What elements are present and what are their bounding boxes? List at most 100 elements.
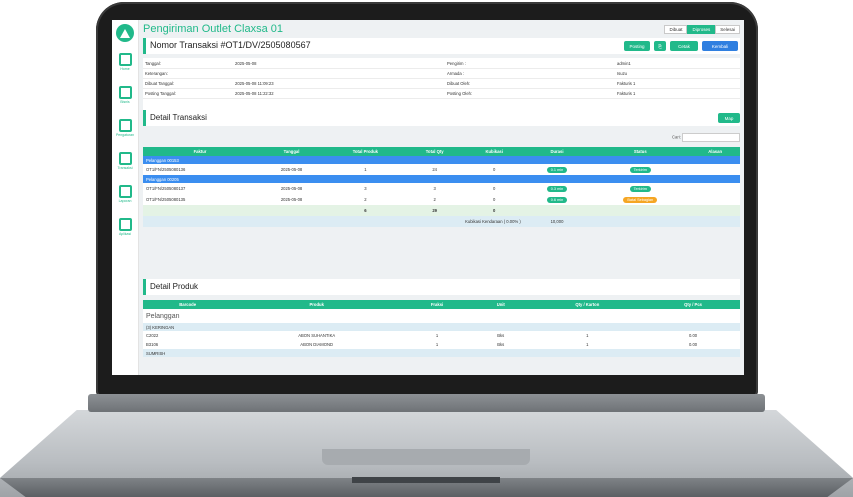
cell-total_qty: 2 — [433, 197, 436, 202]
search-input[interactable] — [682, 133, 740, 142]
cell-unit: Bks — [497, 333, 505, 338]
column-header[interactable]: Qty / Pcs — [646, 300, 740, 309]
sidebar-item-laporan[interactable]: Laporan — [112, 185, 138, 203]
info-label: Posting Tanggal: — [145, 91, 176, 96]
table-row[interactable]: OT1/FN/2505080137 2025-05-08 3 3 0 0.3 min Ter… — [143, 183, 740, 194]
cell-produk: ABON DIAMOND — [300, 342, 334, 347]
cell-faktur: OT1/FN/2505080137 — [146, 186, 186, 191]
cell-total_qty: 3 — [433, 186, 436, 191]
status-tab-diproses[interactable]: Diproses — [687, 25, 716, 34]
column-header[interactable]: Tanggal — [257, 147, 327, 156]
cell-durasi: 0.6 min — [524, 194, 591, 205]
category-row: (3) KERINGAN — [143, 323, 740, 331]
cell-unit: Bks — [497, 342, 505, 347]
cell-kubikasi: 0 — [493, 186, 496, 191]
total-kubikasi: 0 — [464, 205, 524, 216]
app-logo[interactable] — [116, 24, 134, 42]
cell-produk: ABON SUHANTIKA — [298, 333, 336, 338]
info-label: Dibuat Tanggal: — [145, 81, 175, 86]
table-row[interactable]: B3106 ABON DIAMOND 1 Bks 1 0.00 — [143, 340, 740, 349]
info-row: Keterangan: Armada : Isuzu — [143, 68, 740, 79]
column-header[interactable]: Produk — [232, 300, 402, 309]
category-label: (3) KERINGAN — [143, 323, 740, 331]
sidebar-item-transaksi[interactable]: Transaksi — [112, 152, 138, 170]
cell-status: Terkirim — [590, 164, 690, 175]
kubikasi-spacer — [590, 216, 740, 227]
transaction-header: Nomor Transaksi #OT1/DV/2505080567 Posti… — [143, 38, 740, 54]
search-area: Cari: — [672, 133, 740, 142]
cell-total_produk: 3 — [364, 186, 367, 191]
info-row: Dibuat Tanggal: 2025-05-08 11:09:23 Dibuat… — [143, 78, 740, 89]
cell-durasi: 0.1 min — [524, 164, 591, 175]
mobile-icon — [118, 218, 132, 231]
column-header[interactable]: Total Produk — [326, 147, 405, 156]
info-value: Isuzu — [617, 71, 628, 76]
back-button[interactable]: Kembali — [702, 41, 738, 51]
info-value: admin1 — [617, 61, 631, 66]
table-row[interactable]: C2022 ABON SUHANTIKA 1 Bks 1 0.00 — [143, 331, 740, 340]
column-header[interactable]: Kubikasi — [464, 147, 524, 156]
search-label: Cari: — [671, 134, 681, 140]
total-total_produk: 6 — [326, 205, 405, 216]
print-button-label: Cetak — [678, 43, 690, 49]
cell-durasi: 0.3 min — [524, 183, 591, 194]
cell-barcode: B3106 — [146, 342, 159, 347]
info-value: 2025-05-08 11:22:32 — [235, 91, 274, 96]
sidebar: Home Bisnis Pengaturan Transaksi Laporan Apli… — [112, 20, 139, 375]
page-title: Pengiriman Outlet Claxsa 01 — [143, 23, 284, 35]
cell-qty_pcs: 0.00 — [688, 342, 698, 347]
kubikasi-spacer — [143, 216, 327, 227]
sidebar-item-label: Laporan — [118, 199, 132, 203]
posting-button[interactable]: Posting — [624, 41, 650, 51]
info-value: 2025-05-08 — [235, 61, 257, 66]
durasi-badge: 0.1 min — [546, 166, 568, 173]
sliders-icon — [118, 119, 132, 132]
posting-button-label: Posting — [629, 43, 645, 49]
cell-total_produk: 2 — [364, 197, 367, 202]
cell-kubikasi: 0 — [493, 197, 496, 202]
column-header[interactable]: Status — [590, 147, 691, 156]
table-row[interactable]: OT1/FN/2505080136 2025-05-08 1 24 0 0.1 min Te… — [143, 164, 740, 175]
table-row[interactable]: OT1/FN/2505080135 2025-05-08 2 2 0 0.6 min Bat… — [143, 194, 740, 205]
copy-button[interactable]: ⎘ — [654, 41, 666, 51]
cell-status: Batal Sebagian — [590, 194, 690, 205]
main-content: Pengiriman Outlet Claxsa 01 Dibuat Dipros… — [139, 20, 744, 375]
column-header[interactable]: Durasi — [523, 147, 591, 156]
category-row: SUMRISH — [143, 349, 740, 357]
laptop-hinge — [88, 394, 765, 412]
laptop-foot — [352, 477, 500, 483]
back-button-label: Kembali — [711, 43, 729, 49]
column-header[interactable]: Unit — [473, 300, 529, 309]
info-row: Posting Tanggal: 2025-05-08 11:22:32 Posti… — [143, 88, 740, 99]
category-label: SUMRISH — [143, 349, 740, 357]
totals-spacer — [143, 205, 327, 216]
sidebar-item-home[interactable]: Home — [112, 53, 138, 71]
sidebar-item-aplikasi[interactable]: Aplikasi — [112, 218, 138, 236]
print-button[interactable]: Cetak — [670, 41, 698, 51]
cell-alasan — [690, 183, 740, 194]
clipboard-icon — [118, 185, 132, 198]
status-badge[interactable]: Batal Sebagian — [623, 196, 658, 203]
cell-tanggal: 2025-05-08 — [280, 186, 303, 191]
status-tab-selesai[interactable]: Selesai — [715, 25, 740, 34]
cell-tanggal: 2025-05-08 — [280, 167, 303, 172]
map-button[interactable]: Map — [718, 113, 740, 123]
group-row: Pelanggan 00153 — [143, 156, 740, 164]
detail-produk-header: Detail Produk — [143, 279, 740, 295]
status-tab-dibuat[interactable]: Dibuat — [664, 25, 688, 34]
totals-spacer — [523, 205, 740, 216]
kubikasi-value: 10,000 — [523, 216, 591, 227]
sidebar-item-pengaturan[interactable]: Pengaturan — [112, 119, 138, 137]
group-label: Pelanggan 00153 — [143, 156, 740, 164]
column-header[interactable]: Barcode — [143, 300, 233, 309]
group-label: Pelanggan — [146, 312, 180, 320]
status-badge[interactable]: Terkirim — [629, 166, 651, 173]
sidebar-item-bisnis[interactable]: Bisnis — [112, 86, 138, 104]
column-header[interactable]: Qty / Karton — [528, 300, 647, 309]
column-header[interactable]: Faktur — [143, 147, 258, 156]
column-header[interactable]: Fraksi — [401, 300, 474, 309]
column-header[interactable]: Alasan — [690, 147, 740, 156]
status-badge[interactable]: Terkirim — [629, 185, 651, 192]
column-header[interactable]: Total Qty — [404, 147, 465, 156]
cell-tanggal: 2025-05-08 — [280, 197, 303, 202]
